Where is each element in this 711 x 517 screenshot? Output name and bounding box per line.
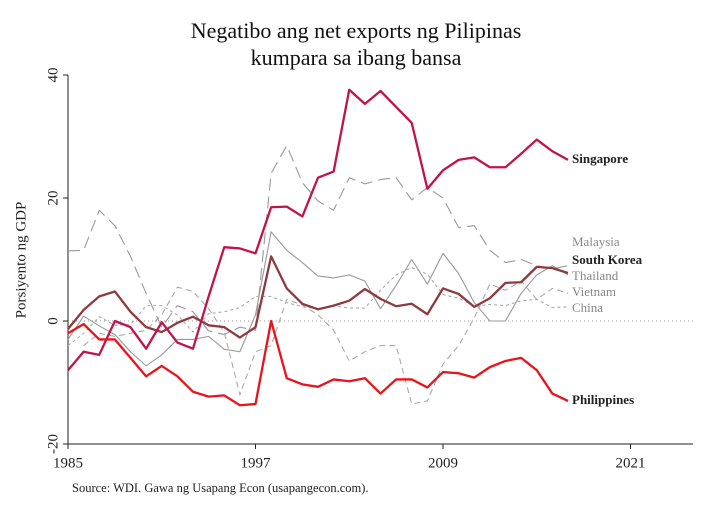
series-line bbox=[67, 266, 569, 347]
x-tick-label: 1997 bbox=[241, 455, 272, 471]
series-line bbox=[67, 255, 569, 339]
series-line bbox=[67, 319, 569, 407]
series-label: Malaysia bbox=[572, 234, 620, 249]
series-label: Singapore bbox=[572, 151, 628, 166]
x-tick-label: 1985 bbox=[53, 455, 83, 471]
series-line bbox=[83, 280, 569, 405]
series-label: Vietnam bbox=[572, 284, 616, 299]
series-line bbox=[67, 88, 569, 371]
chart-title: kumpara sa ibang bansa bbox=[251, 45, 462, 70]
y-tick-label: 40 bbox=[45, 68, 61, 83]
source: Source: WDI. Gawa ng Usapang Econ (usapa… bbox=[72, 481, 369, 495]
chart-title: Negatibo ang net exports ng Pilipinas bbox=[191, 18, 522, 43]
series-line bbox=[67, 231, 569, 367]
series-label: South Korea bbox=[572, 252, 643, 267]
y-axis-label: Porsiyento ng GDP bbox=[13, 202, 29, 319]
series-label: China bbox=[572, 300, 603, 315]
series-line bbox=[67, 145, 569, 336]
y-tick-label: -20 bbox=[45, 434, 61, 454]
x-tick-label: 2021 bbox=[616, 455, 646, 471]
y-tick-label: 20 bbox=[45, 191, 61, 206]
series-label: Philippines bbox=[572, 392, 634, 407]
y-tick-label: 0 bbox=[45, 317, 61, 325]
x-tick-label: 2009 bbox=[428, 455, 458, 471]
series-label: Thailand bbox=[572, 268, 619, 283]
